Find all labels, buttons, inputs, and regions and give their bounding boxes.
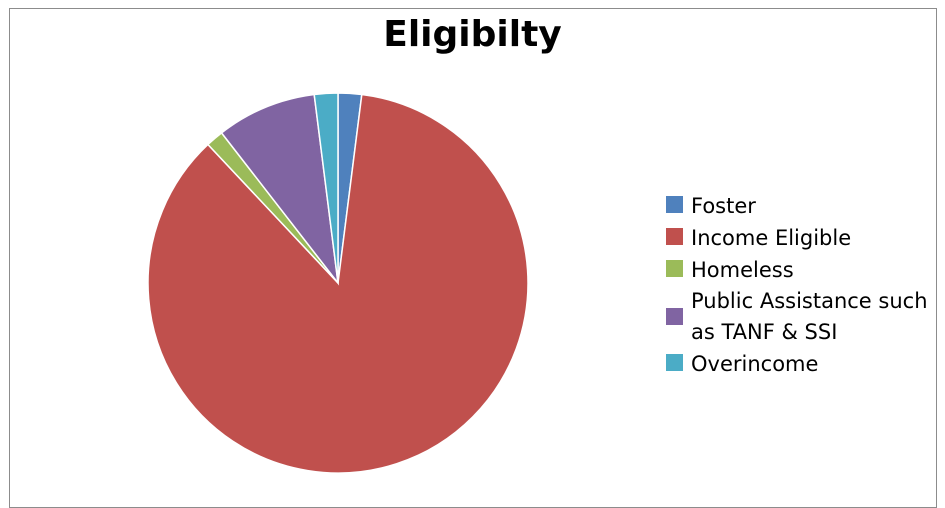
legend-label-overincome: Overincome	[691, 352, 819, 376]
legend-item-public-assistance: Public Assistance such as TANF & SSI	[666, 286, 945, 348]
legend-label-public-assistance: Public Assistance such as TANF & SSI	[691, 289, 928, 344]
legend-swatch-overincome	[666, 354, 683, 371]
legend-swatch-homeless	[666, 260, 683, 277]
slice-public-assistance	[220, 93, 340, 286]
legend-item-overincome: Overincome	[666, 348, 945, 380]
pie-chart	[147, 92, 529, 474]
legend-item-homeless: Homeless	[666, 254, 945, 286]
legend-label-foster: Foster	[691, 194, 756, 218]
legend-label-homeless: Homeless	[691, 258, 794, 282]
legend-item-income-eligible: Income Eligible	[666, 222, 945, 254]
legend-swatch-foster	[666, 196, 683, 213]
legend-item-foster: Foster	[666, 190, 945, 222]
slice-overincome	[313, 92, 339, 284]
legend-swatch-public-assistance	[666, 308, 683, 325]
legend: Foster Income Eligible Homeless Public A…	[666, 190, 945, 380]
legend-label-income-eligible: Income Eligible	[691, 226, 852, 250]
legend-swatch-income-eligible	[666, 228, 683, 245]
chart-title: Eligibilty	[383, 14, 562, 55]
